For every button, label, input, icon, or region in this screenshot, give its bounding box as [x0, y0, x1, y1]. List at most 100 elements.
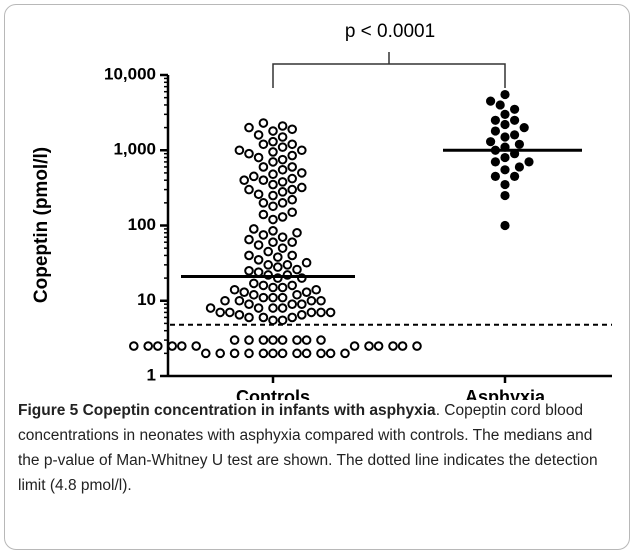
data-point [258, 335, 269, 345]
data-point [301, 287, 312, 297]
data-point [519, 122, 529, 133]
data-point [287, 124, 298, 135]
data-point [253, 152, 264, 163]
data-point [239, 287, 249, 297]
data-point [268, 201, 278, 212]
data-point [263, 246, 274, 257]
data-point [268, 335, 278, 345]
data-point [258, 139, 269, 150]
data-point [244, 299, 254, 309]
data-point [287, 237, 298, 247]
data-point [277, 121, 288, 131]
data-point [244, 184, 254, 195]
data-point [253, 240, 264, 250]
data-point [301, 348, 312, 359]
data-point [277, 142, 288, 152]
data-point [191, 341, 201, 351]
data-point [297, 168, 307, 178]
data-point [258, 209, 269, 220]
data-point [509, 171, 520, 181]
data-point [268, 226, 278, 236]
data-point [316, 348, 326, 359]
y-tick-label: 100 [128, 215, 156, 234]
data-point [349, 341, 360, 351]
data-point [287, 150, 298, 161]
data-point [282, 260, 293, 270]
data-point [268, 237, 278, 247]
data-point [258, 280, 269, 291]
data-point [500, 152, 510, 163]
data-point [292, 335, 302, 345]
data-point [287, 194, 298, 205]
data-point [287, 139, 298, 150]
data-point [287, 162, 298, 172]
data-point [268, 214, 278, 225]
data-point [490, 157, 500, 167]
data-point [292, 264, 302, 275]
data-point [129, 341, 139, 351]
data-point [490, 115, 500, 125]
data-point [500, 179, 510, 190]
data-point [277, 303, 288, 313]
data-point [500, 119, 510, 130]
data-point [287, 280, 298, 291]
data-point [229, 348, 240, 359]
caption-text: . Copeptin cord blood concentrations in … [18, 402, 598, 494]
data-point [306, 295, 317, 306]
data-point [268, 282, 278, 293]
data-point [490, 171, 500, 181]
data-point [316, 295, 326, 306]
data-point [244, 148, 254, 159]
data-point [316, 307, 326, 318]
data-point [509, 104, 520, 114]
data-point [258, 230, 269, 240]
data-point [215, 348, 225, 359]
data-point [268, 126, 278, 136]
data-point [177, 341, 187, 351]
data-point [397, 341, 408, 351]
data-point [301, 335, 312, 345]
data-point [268, 157, 278, 167]
y-tick-label: 1 [147, 365, 156, 384]
data-point [486, 96, 496, 106]
data-point [273, 252, 283, 262]
data-point [258, 162, 269, 172]
data-point [292, 227, 302, 238]
data-point [277, 177, 288, 187]
data-point [244, 234, 254, 245]
data-point [297, 310, 307, 320]
data-point [287, 312, 298, 323]
data-point [500, 220, 510, 231]
data-point [514, 162, 525, 172]
data-point [215, 307, 225, 318]
data-point [258, 292, 269, 303]
data-point [229, 335, 240, 345]
data-point [244, 312, 254, 323]
data-point [287, 299, 298, 309]
data-point [268, 303, 278, 313]
data-point [277, 154, 288, 165]
data-point [277, 335, 288, 345]
data-point [297, 299, 307, 309]
data-point [364, 341, 374, 351]
figure-card [4, 4, 630, 550]
data-point [277, 348, 288, 359]
data-point [292, 348, 302, 359]
data-point [524, 157, 534, 167]
significance-bracket [272, 52, 506, 88]
data-point [244, 122, 254, 133]
data-point [253, 267, 264, 277]
data-point [490, 126, 500, 136]
data-point [244, 250, 254, 261]
data-point [268, 190, 278, 201]
p-value: p < 0.0001 [345, 21, 435, 42]
data-point [340, 348, 350, 359]
data-point [268, 315, 278, 326]
data-point [277, 243, 288, 253]
data-point [500, 190, 510, 201]
y-axis-label: Copeptin (pmol/l) [31, 147, 52, 303]
data-point [258, 348, 269, 359]
data-point [486, 137, 496, 147]
data-point [249, 278, 259, 289]
